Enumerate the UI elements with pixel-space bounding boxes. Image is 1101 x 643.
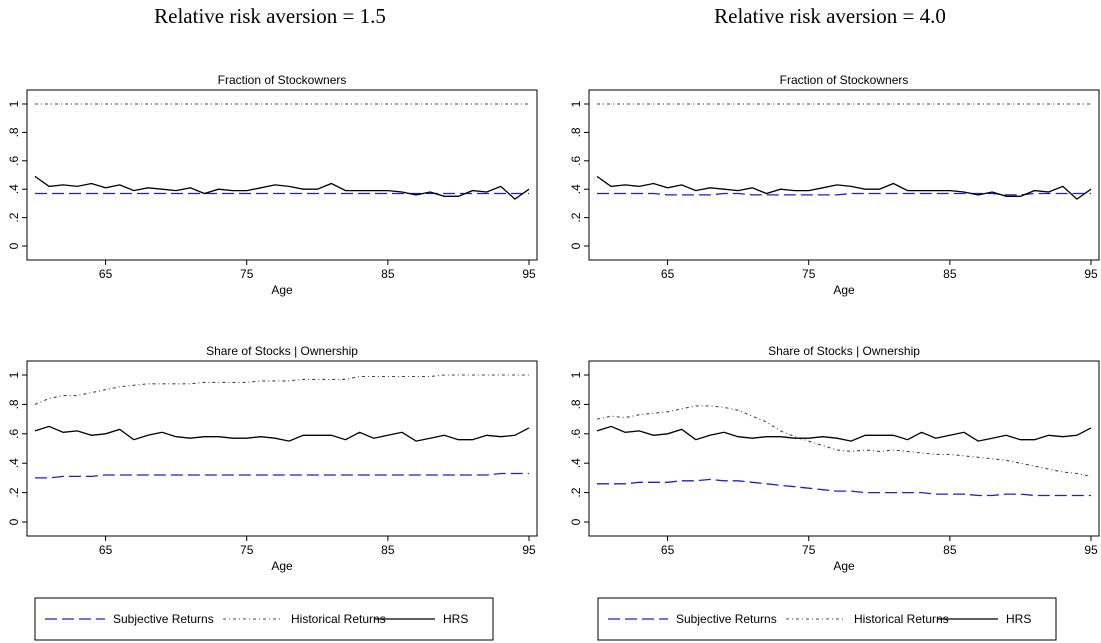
chart-panel-2: Fraction of Stockowners 0 .2 .4 .6 .8 1 65 75 85 9… (569, 73, 1100, 297)
x-tick-label: 95 (1084, 267, 1098, 281)
y-tick-label: .6 (7, 155, 21, 165)
x-tick-label: 65 (99, 267, 113, 281)
column-title-left: Relative risk aversion = 1.5 (154, 4, 386, 28)
x-tick-label: 85 (943, 543, 957, 557)
y-tick-label: .2 (569, 487, 583, 497)
x-tick-label: 65 (661, 543, 675, 557)
x-tick-label: 95 (522, 267, 536, 281)
y-tick-label: .4 (569, 184, 583, 194)
legend-label-subjective: Subjective Returns (676, 612, 777, 626)
x-tick-label: 65 (99, 543, 113, 557)
plot-frame (26, 89, 538, 261)
legend-box (597, 597, 1057, 641)
x-tick-label: 75 (240, 267, 254, 281)
y-tick-label: 1 (569, 371, 583, 378)
series-line-hrs (596, 425, 1092, 442)
y-tick-label: .2 (569, 212, 583, 222)
plot-frame (588, 89, 1100, 261)
series-line-subjective (597, 192, 1091, 196)
series-line-subjective (35, 472, 529, 479)
series-line-hrs (596, 175, 1092, 200)
series-line-subjective (597, 478, 1091, 497)
x-tick-label: 95 (1084, 543, 1098, 557)
y-tick-label: 1 (569, 100, 583, 107)
chart-panel-3: Share of Stocks | Ownership 0 .2 .4 .6 .8 1 65 7… (7, 344, 538, 573)
y-tick-label: .2 (7, 212, 21, 222)
series-line-historical (34, 374, 529, 405)
y-tick-label: 1 (7, 371, 21, 378)
plot-frame (26, 360, 538, 537)
y-tick-label: .2 (7, 487, 21, 497)
chart-panel-4: Share of Stocks | Ownership 0 .2 .4 .6 .8 1 65 7… (569, 344, 1100, 573)
panel-title: Share of Stocks | Ownership (768, 344, 920, 358)
y-tick-label: .8 (7, 399, 21, 409)
panel-title: Share of Stocks | Ownership (206, 344, 358, 358)
legend-box (34, 597, 494, 641)
legend-label-historical: Historical Returns (854, 612, 949, 626)
y-tick-label: .6 (569, 155, 583, 165)
legend-label-subjective: Subjective Returns (113, 612, 214, 626)
y-tick-label: .4 (7, 184, 21, 194)
legend-label-hrs: HRS (1006, 612, 1031, 626)
x-tick-label: 95 (522, 543, 536, 557)
y-tick-label: 0 (569, 242, 583, 249)
x-tick-label: 85 (381, 267, 395, 281)
legend-right: Subjective Returns Historical Returns HRS (597, 597, 1057, 641)
x-axis-label: Age (271, 559, 293, 573)
x-tick-label: 65 (661, 267, 675, 281)
y-tick-label: 0 (569, 518, 583, 525)
x-axis-label: Age (271, 283, 293, 297)
y-tick-label: .8 (569, 399, 583, 409)
y-tick-label: 1 (7, 100, 21, 107)
y-tick-label: .4 (7, 458, 21, 468)
x-tick-label: 85 (943, 267, 957, 281)
x-tick-label: 75 (240, 543, 254, 557)
y-tick-label: .8 (569, 127, 583, 137)
series-line-hrs (34, 425, 530, 442)
y-tick-label: .4 (569, 458, 583, 468)
y-tick-label: .6 (7, 428, 21, 438)
legend-label-historical: Historical Returns (291, 612, 386, 626)
column-title-right: Relative risk aversion = 4.0 (714, 4, 946, 28)
x-axis-label: Age (833, 283, 855, 297)
plot-frame (588, 360, 1100, 537)
legend-left: Subjective Returns Historical Returns HRS (34, 597, 494, 641)
y-tick-label: 0 (7, 242, 21, 249)
series-line-historical (596, 405, 1092, 477)
series-line-hrs (34, 175, 530, 200)
panel-title: Fraction of Stockowners (780, 73, 909, 87)
x-axis-label: Age (833, 559, 855, 573)
legend-label-hrs: HRS (443, 612, 468, 626)
y-tick-label: 0 (7, 518, 21, 525)
y-tick-label: .6 (569, 428, 583, 438)
chart-panel-1: Fraction of Stockowners 0 .2 .4 .6 .8 1 65 75 85 9… (7, 73, 538, 297)
x-tick-label: 75 (802, 267, 816, 281)
panel-title: Fraction of Stockowners (218, 73, 347, 87)
y-tick-label: .8 (7, 127, 21, 137)
x-tick-label: 75 (802, 543, 816, 557)
x-tick-label: 85 (381, 543, 395, 557)
